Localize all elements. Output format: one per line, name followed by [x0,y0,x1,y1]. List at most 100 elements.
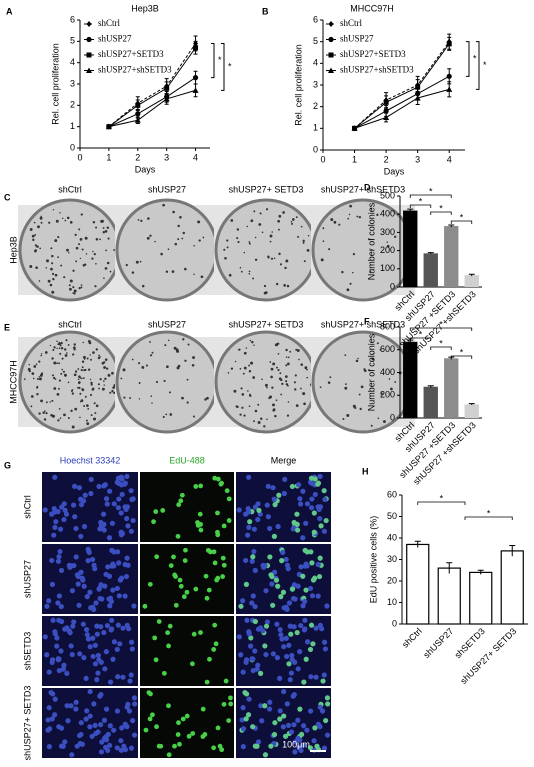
colony [307,234,310,237]
colony [48,221,51,224]
colony [79,377,82,379]
marker [383,114,390,120]
nucleus [120,674,126,680]
nucleus [103,649,109,655]
colony [102,227,105,229]
colony [73,348,76,351]
nucleus [198,527,204,533]
colony [44,410,46,412]
colony [240,387,243,390]
colony [277,368,280,372]
nucleus [154,724,159,730]
y-tick-label: 1 [70,121,75,131]
colony [78,243,81,246]
colony [273,257,276,259]
nucleus [49,716,55,722]
nucleus [320,678,326,684]
colony [90,381,93,385]
nucleus [52,629,58,635]
colony [95,237,99,241]
nucleus [62,626,68,632]
nucleus [62,739,68,745]
dish [311,330,415,434]
row-label: shSETD3 [22,632,32,671]
nucleus [177,741,182,747]
colony [51,290,55,294]
nucleus [132,701,138,707]
nucleus [283,556,289,563]
nucleus [55,558,62,564]
nucleus [102,666,108,672]
nucleus [204,595,210,601]
colony [61,357,64,360]
nucleus [283,635,289,641]
colony [238,348,241,351]
nucleus [80,577,86,583]
colony [90,383,93,386]
colony [92,250,94,253]
colony [80,284,83,286]
colony [51,399,54,402]
nucleus [221,562,227,568]
colony [283,284,286,287]
nucleus [285,722,292,728]
nucleus [111,727,117,733]
colony [204,398,207,401]
nucleus [54,635,60,641]
bracket [409,327,473,331]
colony [83,355,86,359]
colony [348,213,351,216]
nucleus [246,474,252,480]
nucleus [220,555,226,561]
colony [364,369,367,372]
colony [97,383,100,386]
nucleus [64,670,70,676]
nucleus [128,488,134,494]
colony [62,217,64,220]
colony [282,211,285,214]
colony [267,255,270,258]
nucleus [95,670,101,676]
nucleus [300,488,306,494]
nucleus [298,622,304,629]
nucleus [291,692,297,698]
x-tick-label: 3 [415,154,420,164]
colony [202,236,205,239]
colony [87,408,90,410]
y-tick-label: 4 [313,58,318,68]
nucleus [247,519,253,525]
colony [60,341,63,345]
nucleus [279,558,285,564]
nucleus [123,573,130,580]
scale-bar [310,750,326,752]
nucleus [93,600,99,606]
nucleus [42,507,48,513]
colony [388,378,391,380]
y-tick-label: 2 [70,100,75,110]
nucleus [240,705,246,711]
nucleus [98,749,105,755]
y-tick-label: 200 [380,390,395,400]
colony [92,351,95,354]
nucleus [252,618,258,625]
nucleus [116,496,122,502]
nucleus [167,623,173,629]
colony [200,275,204,279]
colony [65,339,68,342]
colony [259,212,262,215]
colony [109,391,112,394]
significance: * [473,53,477,63]
colony [50,247,53,250]
error-bar [468,403,475,406]
nucleus [203,573,209,579]
nucleus [177,577,183,583]
colony [103,380,105,382]
significance: * [439,319,443,329]
colony [250,219,254,223]
colony [174,242,178,246]
colony [80,369,83,372]
nucleus [292,749,298,755]
colony [239,367,242,370]
nucleus [118,738,124,744]
nucleus [61,662,67,668]
